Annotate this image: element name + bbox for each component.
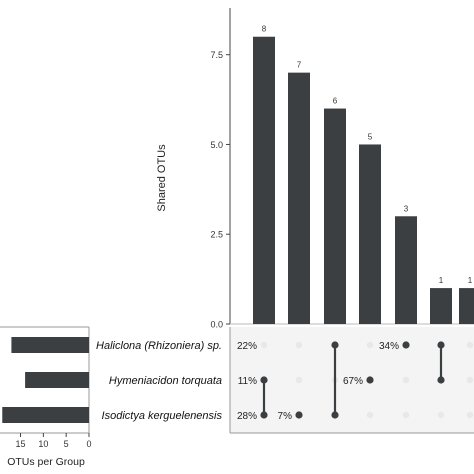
matrix-filled-dot [437,376,445,384]
percent-label: 7% [278,411,293,422]
set-x-tick-label: 10 [38,439,48,449]
matrix-empty-dot [295,376,303,384]
intersection-bar [459,288,474,324]
matrix-empty-dot [366,411,374,419]
matrix-empty-dot [466,376,474,384]
set-name-label: Isodictya kerguelenensis [102,410,223,422]
bar-value-label: 8 [262,25,267,34]
set-size-axis-label: OTUs per Group [7,456,85,468]
intersection-bar [288,72,310,325]
y-tick-label: 0.0 [210,320,223,330]
matrix-background [230,327,474,433]
matrix-filled-dot [260,411,268,419]
intersection-bar [430,288,452,324]
set-size-bar [2,407,89,423]
set-x-tick-label: 15 [16,439,26,449]
intersection-bar [324,108,346,324]
matrix-filled-dot [331,411,339,419]
bar-value-label: 7 [297,61,302,70]
percent-label: 22% [237,341,257,352]
set-size-bar [11,337,90,353]
set-size-bar [25,372,90,388]
matrix-filled-dot [295,411,303,419]
matrix-empty-dot [260,341,268,349]
bar-value-label: 6 [333,97,338,106]
set-name-label: Haliclona (Rhizoniera) sp. [96,340,222,352]
matrix-empty-dot [466,341,474,349]
matrix-empty-dot [466,411,474,419]
set-name-label: Hymeniacidon torquata [109,375,222,387]
matrix-filled-dot [402,341,410,349]
intersection-bar [253,36,275,325]
set-x-tick-label: 5 [64,439,69,449]
percent-label: 34% [379,341,399,352]
intersection-size-plot: 0.0 2.5 5.0 7.5 8 7 6 5 3 1 1 [210,8,474,330]
intersection-bar [359,144,381,324]
set-size-plot: 15 10 5 0 Haliclona (Rhizoniera) sp. Hymeniac… [0,326,223,449]
intersection-bar [395,216,417,324]
set-x-tick-label: 0 [86,439,91,449]
bar-value-label: 1 [439,276,444,285]
bar-value-label: 3 [404,204,409,213]
matrix-empty-dot [437,411,445,419]
matrix-empty-dot [366,341,374,349]
intersection-matrix: 22% 11% 28% 7% 67% 34% [229,327,474,434]
percent-label: 28% [237,411,257,422]
y-tick-label: 2.5 [210,230,223,240]
y-axis-label: Shared OTUs [156,144,168,212]
y-tick-label: 7.5 [210,50,223,60]
matrix-filled-dot [260,376,268,384]
matrix-empty-dot [295,341,303,349]
bar-value-label: 5 [368,132,373,141]
percent-label: 67% [343,376,363,387]
percent-label: 11% [238,376,257,387]
matrix-filled-dot [437,341,445,349]
matrix-empty-dot [402,376,410,384]
matrix-filled-dot [331,341,339,349]
bar-value-label: 1 [468,276,473,285]
y-tick-label: 5.0 [210,140,223,150]
matrix-filled-dot [366,376,374,384]
matrix-empty-dot [402,411,410,419]
